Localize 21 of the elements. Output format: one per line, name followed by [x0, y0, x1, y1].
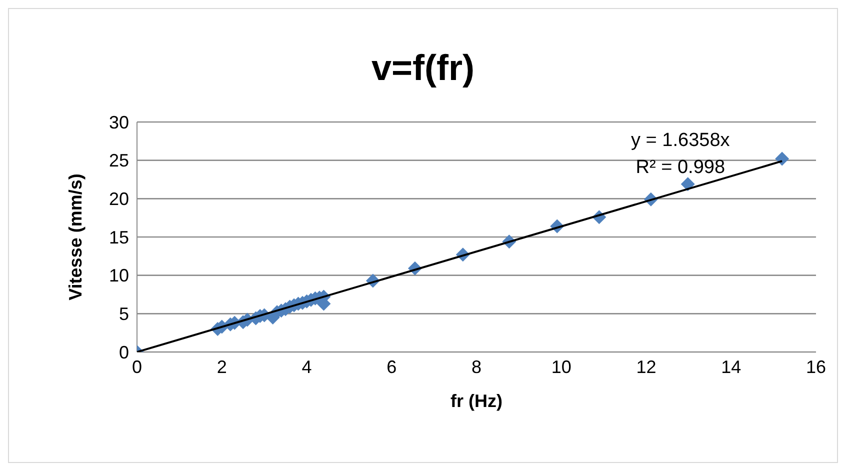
- x-tick-label: 8: [471, 356, 482, 377]
- y-tick-label: 20: [108, 189, 129, 210]
- annotation: R² = 0.998: [634, 156, 726, 180]
- x-tick-label: 14: [721, 356, 742, 377]
- x-tick-label: 16: [806, 356, 826, 377]
- y-axis-title: Vitesse (mm/s): [65, 174, 86, 300]
- x-tick-label: 12: [636, 356, 656, 377]
- x-axis-title: fr (Hz): [450, 390, 502, 411]
- y-tick-label: 5: [118, 304, 129, 324]
- x-tick-label: 0: [132, 356, 142, 377]
- y-tick-label: 10: [108, 266, 129, 286]
- y-tick-label: 25: [108, 150, 129, 171]
- x-tick-label: 10: [551, 356, 572, 377]
- x-tick-label: 4: [302, 356, 312, 377]
- y-tick-label: 0: [118, 342, 129, 362]
- x-tick-label: 6: [386, 356, 397, 377]
- chart-title: v=f(fr): [370, 47, 476, 89]
- y-tick-label: 30: [108, 112, 129, 132]
- x-tick-label: 2: [216, 356, 227, 377]
- annotation: y = 1.6358x: [631, 129, 730, 153]
- y-tick-label: 15: [108, 227, 129, 248]
